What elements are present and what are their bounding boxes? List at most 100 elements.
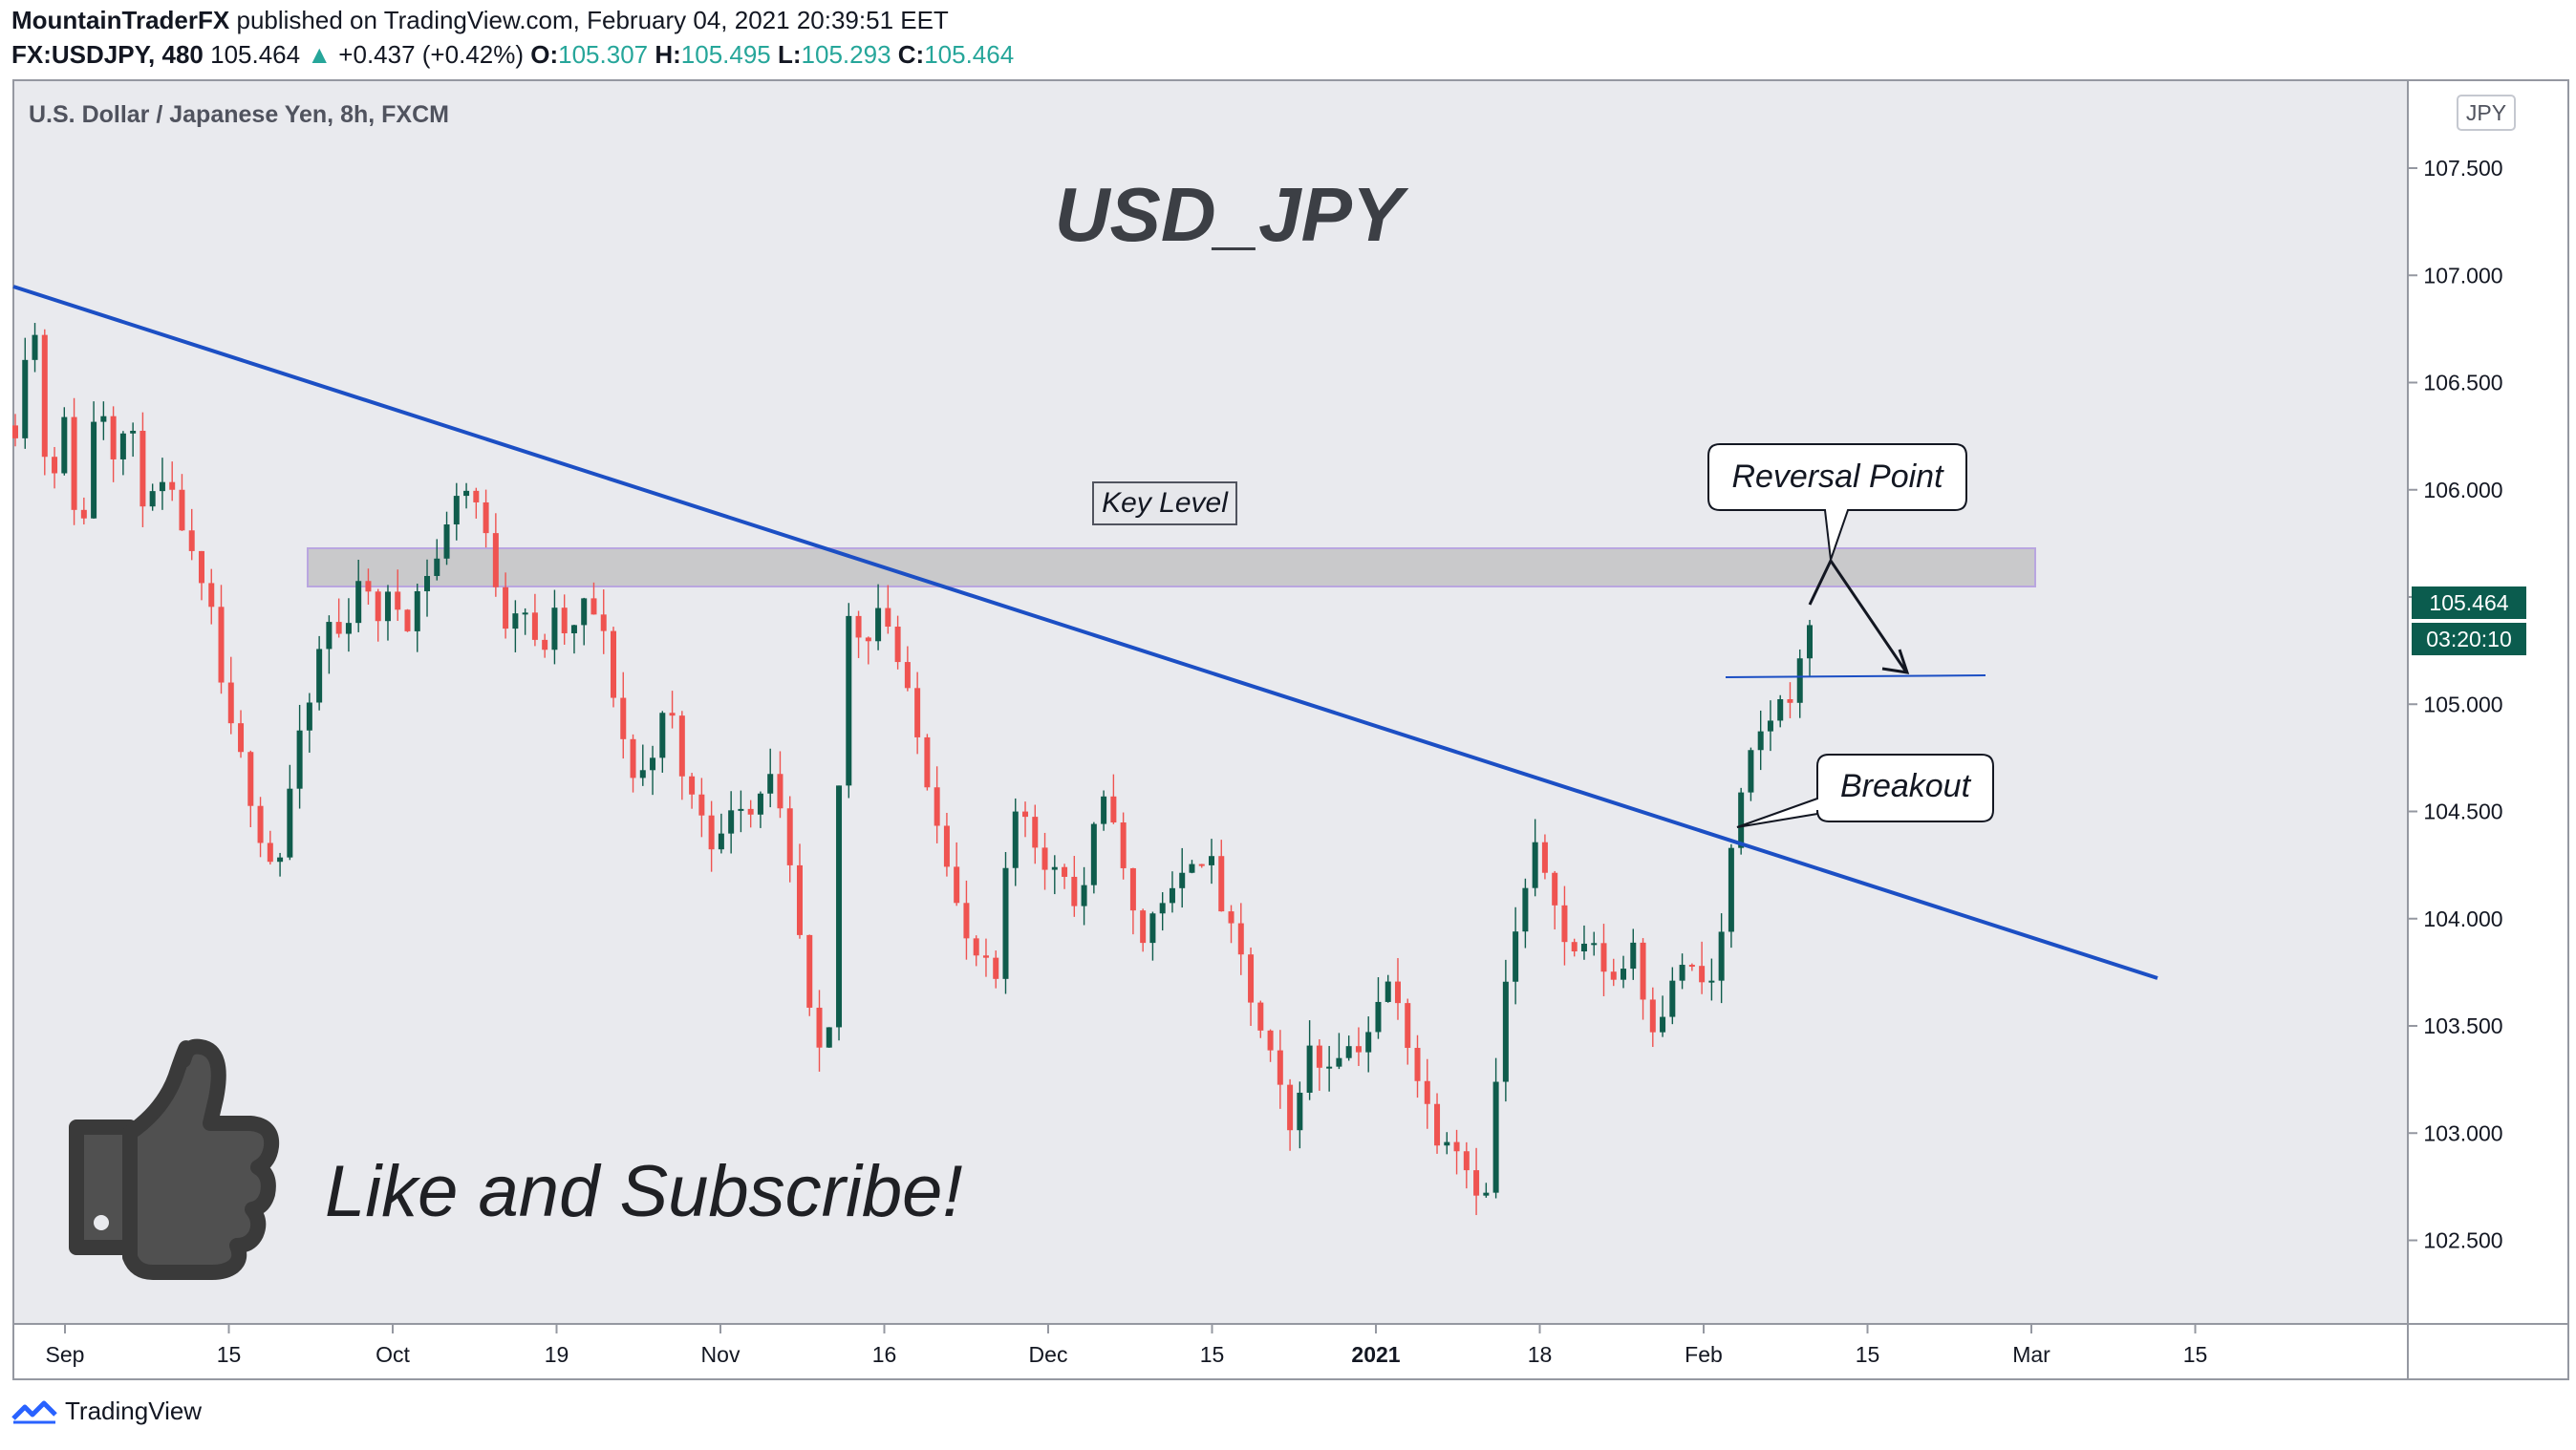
candle bbox=[924, 734, 931, 791]
candle-body bbox=[757, 793, 763, 815]
candle bbox=[1610, 958, 1617, 987]
candle-body bbox=[1787, 699, 1793, 703]
candle-body bbox=[836, 785, 843, 1028]
candle bbox=[1444, 1132, 1450, 1155]
candle-body bbox=[179, 489, 185, 531]
up-arrow-icon: ▲ bbox=[307, 40, 333, 69]
candle bbox=[1169, 871, 1175, 913]
plot-area[interactable] bbox=[12, 79, 2409, 1325]
footer-brand[interactable]: TradingView bbox=[65, 1397, 203, 1425]
candle-body bbox=[52, 457, 58, 474]
candle bbox=[326, 615, 333, 674]
candle-body bbox=[110, 416, 117, 459]
candle bbox=[982, 938, 989, 977]
candle bbox=[91, 401, 97, 520]
candle bbox=[1571, 938, 1578, 957]
candle-body bbox=[1179, 872, 1186, 888]
candle bbox=[669, 691, 676, 729]
time-axis[interactable] bbox=[12, 1323, 2409, 1380]
candle bbox=[443, 511, 450, 565]
candle-body bbox=[1708, 980, 1715, 983]
candle-body bbox=[1434, 1103, 1441, 1146]
price-axis[interactable] bbox=[2407, 79, 2569, 1325]
candle bbox=[1345, 1035, 1352, 1061]
key-level-box[interactable] bbox=[1092, 481, 1237, 525]
countdown-text: 03:20:10 bbox=[2426, 627, 2512, 651]
candle-body bbox=[1767, 720, 1773, 732]
symbol-label[interactable]: FX:USDJPY, 480 bbox=[11, 40, 204, 69]
key-level-zone[interactable] bbox=[307, 547, 2036, 587]
candle-body bbox=[198, 550, 204, 584]
candle bbox=[1688, 963, 1695, 971]
countdown-tag bbox=[2412, 623, 2526, 655]
candle bbox=[238, 710, 245, 758]
candle-body bbox=[796, 864, 803, 935]
candle bbox=[914, 672, 921, 755]
candle bbox=[836, 785, 843, 1041]
candle bbox=[198, 550, 204, 601]
candle bbox=[1767, 700, 1773, 752]
candle-body bbox=[100, 416, 107, 422]
candle bbox=[1209, 839, 1214, 885]
x-tick-label: Oct bbox=[376, 1342, 410, 1367]
candle bbox=[52, 446, 58, 489]
candle-body bbox=[1571, 942, 1578, 952]
tradingview-logo-icon[interactable] bbox=[11, 1397, 59, 1426]
candle bbox=[611, 627, 616, 708]
candle-body bbox=[130, 430, 137, 434]
candle bbox=[865, 636, 871, 665]
publisher-name[interactable]: MountainTraderFX bbox=[11, 6, 230, 34]
y-tick-label: 103.500 bbox=[2423, 1013, 2502, 1038]
candle bbox=[1679, 953, 1685, 990]
candle bbox=[1062, 864, 1068, 889]
candle bbox=[747, 800, 754, 828]
reversal-callout[interactable] bbox=[1707, 443, 1967, 561]
candle-body bbox=[424, 575, 431, 591]
candle bbox=[1355, 1027, 1362, 1067]
x-tick-label: 15 bbox=[1200, 1342, 1225, 1367]
candle bbox=[424, 559, 431, 617]
candle bbox=[1198, 864, 1205, 868]
candle-body bbox=[1796, 658, 1803, 703]
currency-badge-box[interactable] bbox=[2457, 95, 2516, 131]
candle-body bbox=[885, 608, 891, 628]
y-tick-label: 104.500 bbox=[2423, 800, 2502, 824]
candle-body bbox=[80, 509, 87, 519]
trendline[interactable] bbox=[12, 285, 2158, 980]
x-tick-label: Mar bbox=[2012, 1342, 2050, 1367]
candle-body bbox=[1228, 911, 1234, 924]
candle-body bbox=[1375, 1001, 1382, 1033]
candle bbox=[796, 843, 803, 939]
low-label: L: bbox=[778, 40, 802, 69]
breakout-callout[interactable] bbox=[1736, 754, 1994, 828]
candle-body bbox=[492, 533, 499, 587]
candle-body bbox=[149, 491, 156, 507]
candle-body bbox=[1414, 1048, 1421, 1081]
candle-body bbox=[41, 334, 48, 458]
candle bbox=[659, 711, 666, 773]
candle-body bbox=[728, 810, 735, 834]
candle bbox=[1807, 619, 1813, 677]
candle bbox=[61, 407, 68, 476]
candle-body bbox=[1071, 876, 1078, 906]
candle bbox=[1649, 987, 1656, 1048]
candle-body bbox=[1532, 842, 1538, 888]
candle-body bbox=[159, 481, 165, 492]
candle-body bbox=[188, 530, 195, 551]
candle bbox=[1660, 995, 1666, 1037]
candle bbox=[1580, 925, 1587, 960]
candle bbox=[208, 568, 215, 625]
candle bbox=[1248, 947, 1255, 1027]
candle bbox=[698, 778, 705, 838]
candle-body bbox=[503, 586, 509, 629]
candle bbox=[1051, 855, 1058, 895]
candle bbox=[130, 422, 137, 458]
candle bbox=[1287, 1078, 1294, 1151]
breakout-level-line[interactable] bbox=[1725, 674, 1986, 678]
candle bbox=[767, 748, 774, 808]
candle bbox=[1708, 958, 1715, 1001]
candle-body bbox=[973, 938, 979, 956]
candle-body bbox=[698, 794, 705, 816]
